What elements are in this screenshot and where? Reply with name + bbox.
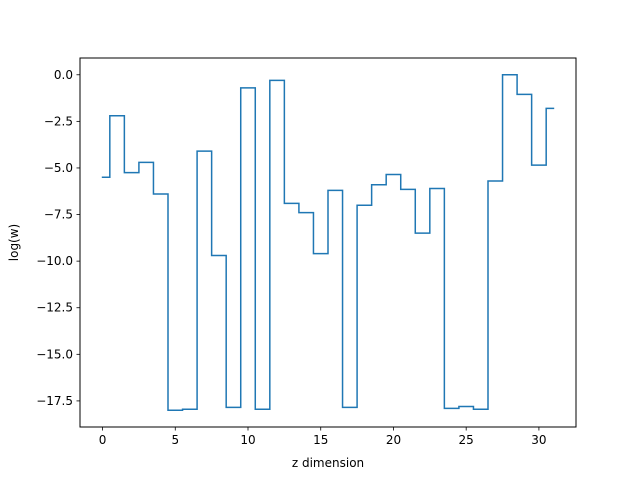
y-axis-label: log(w) <box>7 224 21 261</box>
y-axis: 0.0 −2.5 −5.0 −7.5 −10.0 −12.5 −15.0 −17.5 <box>36 68 80 408</box>
x-tick-label: 20 <box>386 433 401 447</box>
axes-frame <box>79 57 577 428</box>
y-tick-label: −10.0 <box>36 254 73 268</box>
x-axis: 0 5 10 15 20 25 30 <box>99 427 547 447</box>
x-tick-label: 0 <box>99 433 107 447</box>
y-tick-label: −17.5 <box>36 394 73 408</box>
x-tick-label: 5 <box>171 433 179 447</box>
x-tick-label: 15 <box>313 433 328 447</box>
y-tick-label: −15.0 <box>36 347 73 361</box>
y-tick-label: 0.0 <box>54 68 73 82</box>
y-tick-label: −2.5 <box>44 114 73 128</box>
plot-layer <box>101 74 555 411</box>
x-axis-label: z dimension <box>292 456 364 470</box>
y-tick-label: −12.5 <box>36 301 73 315</box>
x-tick-label: 30 <box>531 433 546 447</box>
series-line-0 <box>101 74 555 411</box>
x-tick-label: 25 <box>459 433 474 447</box>
x-tick-label: 10 <box>240 433 255 447</box>
y-tick-label: −5.0 <box>44 161 73 175</box>
y-tick-label: −7.5 <box>44 208 73 222</box>
